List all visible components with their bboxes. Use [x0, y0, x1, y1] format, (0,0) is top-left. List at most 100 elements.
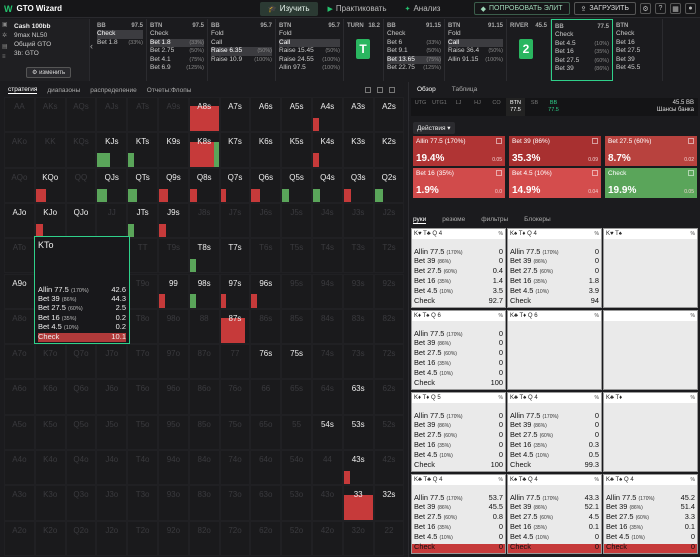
action-option[interactable]: Fold: [279, 30, 340, 38]
copy-icon[interactable]: [592, 170, 598, 176]
matrix-cell[interactable]: T8s: [188, 238, 220, 274]
matrix-cell[interactable]: K9s: [158, 132, 189, 168]
matrix-cell[interactable]: K4s: [312, 132, 343, 168]
matrix-cell[interactable]: K7o: [34, 344, 66, 380]
matrix-cell[interactable]: T4s: [312, 238, 343, 274]
matrix-cell[interactable]: J2o: [96, 520, 128, 556]
action-column[interactable]: BB 97.5 Check Bet 1.8 (33%): [94, 19, 147, 81]
copy-icon[interactable]: [688, 170, 694, 176]
tab-ranges[interactable]: диапазоны: [47, 86, 81, 94]
matrix-cell[interactable]: 62s: [373, 379, 405, 415]
matrix-cell[interactable]: 98s: [188, 273, 220, 309]
action-option[interactable]: Bet 4.1 (75%): [150, 56, 204, 64]
action-option[interactable]: Bet 27.5 (60%): [555, 57, 609, 65]
matrix-cell[interactable]: 75s: [281, 344, 312, 380]
matrix-cell[interactable]: J2s: [373, 202, 405, 239]
matrix-cell[interactable]: 94s: [312, 273, 343, 309]
position-seat[interactable]: UTG: [411, 98, 430, 116]
action-option[interactable]: Call: [448, 38, 503, 48]
matrix-cell[interactable]: 42o: [312, 520, 343, 556]
action-summary-box[interactable]: Bet 39 (86%) 35.3% 0.09: [509, 136, 601, 166]
matrix-cell[interactable]: 87s: [219, 308, 251, 345]
matrix-cell[interactable]: 84s: [312, 308, 343, 345]
action-option[interactable]: Bet 39: [616, 56, 659, 64]
matrix-cell[interactable]: K3s: [342, 132, 374, 168]
matrix-cell[interactable]: Q2s: [373, 167, 405, 203]
matrix-cell[interactable]: 53s: [342, 414, 374, 450]
hand-combo-card[interactable]: K♣ T♦ Q 6%: [507, 310, 602, 390]
matrix-cell[interactable]: T2o: [127, 520, 158, 556]
position-seat[interactable]: BTN 77.5: [506, 98, 525, 116]
copy-icon[interactable]: [688, 138, 694, 144]
action-column[interactable]: TURN 18.2 T: [344, 19, 384, 81]
hand-combo-card[interactable]: K♣ T♠ Q 4% Allin 77.5 (170%) 0 Bet 39 (86%)…: [507, 392, 602, 472]
action-option[interactable]: Fold: [448, 30, 503, 38]
matrix-cell[interactable]: QTs: [127, 167, 158, 203]
matrix-cell[interactable]: Q5s: [281, 167, 312, 203]
matrix-cell[interactable]: Q6o: [65, 379, 97, 415]
matrix-cell[interactable]: 85o: [188, 414, 220, 450]
matrix-cell[interactable]: ATo: [4, 238, 35, 274]
matrix-cell[interactable]: Q6s: [250, 167, 282, 203]
matrix-cell[interactable]: A6o: [4, 379, 35, 415]
matrix-cell[interactable]: 77: [219, 344, 251, 380]
matrix-cell[interactable]: J5o: [96, 414, 128, 450]
matrix-cell[interactable]: Q3o: [65, 485, 97, 521]
hand-combo-card[interactable]: K♦ T♠ Q 6% Allin 77.5 (170%) 0 Bet 39 (86%)…: [411, 310, 506, 390]
matrix-cell[interactable]: 54o: [281, 450, 312, 486]
matrix-cell[interactable]: A8o: [4, 308, 35, 345]
matrix-cell[interactable]: 74s: [312, 344, 343, 380]
action-option[interactable]: Call: [279, 38, 340, 48]
matrix-cell[interactable]: 64o: [250, 450, 282, 486]
matrix-cell[interactable]: QQ: [65, 167, 97, 203]
matrix-cell[interactable]: 65s: [281, 379, 312, 415]
matrix-cell[interactable]: A3s: [342, 97, 374, 133]
action-column[interactable]: BTN Check Bet 16 Bet 27.5 Bet 39 Bet 45.5: [613, 19, 663, 81]
matrix-cell[interactable]: 95s: [281, 273, 312, 309]
action-option[interactable]: Check: [150, 30, 204, 38]
hand-combo-card[interactable]: K♣ T♦%: [603, 392, 698, 472]
action-option[interactable]: Bet 1.8 (33%): [150, 38, 204, 48]
matrix-cell[interactable]: AKo: [4, 132, 35, 168]
action-option[interactable]: Bet 27.5: [616, 47, 659, 55]
actions-dropdown[interactable]: Действия ▾: [413, 122, 455, 134]
matrix-cell[interactable]: T6o: [127, 379, 158, 415]
matrix-cell[interactable]: T9s: [158, 238, 189, 274]
tab-summary[interactable]: резюме: [442, 216, 466, 223]
book-icon[interactable]: ▣: [2, 22, 8, 28]
matrix-cell[interactable]: 82o: [188, 520, 220, 556]
matrix-cell[interactable]: K6o: [34, 379, 66, 415]
matrix-cell[interactable]: 22: [373, 520, 405, 556]
action-summary-box[interactable]: Bet 27.5 (60%) 8.7% 0.02: [605, 136, 697, 166]
matrix-cell[interactable]: AJs: [96, 97, 128, 133]
action-column[interactable]: BB 91.15 Check Bet 6 (33%) Bet 9.1 (50%) Bet 13…: [384, 19, 445, 81]
matrix-cell[interactable]: 32o: [342, 520, 374, 556]
action-summary-box[interactable]: Allin 77.5 (170%) 19.4% 0.05: [413, 136, 505, 166]
matrix-cell[interactable]: 94o: [158, 450, 189, 486]
matrix-cell[interactable]: 63o: [250, 485, 282, 521]
matrix-cell[interactable]: A7s: [219, 97, 251, 133]
matrix-cell[interactable]: Q9s: [158, 167, 189, 203]
matrix-cell[interactable]: 72o: [219, 520, 251, 556]
action-option[interactable]: Bet 1.8 (33%): [97, 39, 143, 47]
matrix-cell[interactable]: JJ: [96, 202, 128, 239]
matrix-cell[interactable]: J5s: [281, 202, 312, 239]
matrix-cell[interactable]: KJo: [34, 202, 66, 239]
position-seat[interactable]: UTG1: [430, 98, 449, 116]
matrix-cell[interactable]: J3s: [342, 202, 374, 239]
action-option[interactable]: Bet 16 (35%): [555, 48, 609, 56]
matrix-cell[interactable]: Q8s: [188, 167, 220, 203]
matrix-cell[interactable]: A7o: [4, 344, 35, 380]
matrix-cell[interactable]: QJs: [96, 167, 128, 203]
matrix-cell[interactable]: J4s: [312, 202, 343, 239]
action-option[interactable]: Raise 24.55 (100%): [279, 56, 340, 64]
action-option[interactable]: Raise 6.35 (50%): [211, 47, 272, 56]
help-icon[interactable]: ?: [655, 3, 666, 14]
tab-table[interactable]: Таблица: [451, 86, 478, 93]
action-option[interactable]: Raise 36.4 (50%): [448, 47, 503, 55]
matrix-cell[interactable]: J7o: [96, 344, 128, 380]
position-seat[interactable]: LJ: [449, 98, 468, 116]
position-seat[interactable]: SB: [525, 98, 544, 116]
action-summary-box[interactable]: Bet 4.5 (10%) 14.9% 0.04: [509, 168, 601, 198]
matrix-cell[interactable]: 97o: [158, 344, 189, 380]
